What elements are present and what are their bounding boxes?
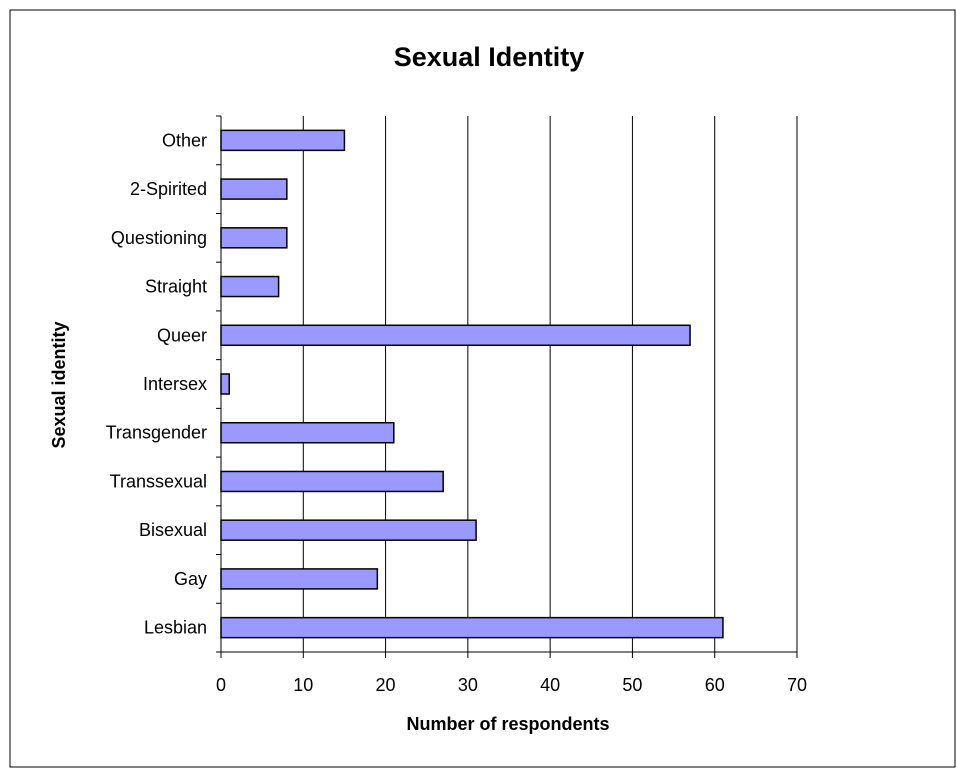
y-tick-label-0: Lesbian [144,618,207,638]
x-tick-label-1: 10 [293,675,313,695]
y-tick-label-1: Gay [174,569,207,589]
bar-queer [220,324,691,347]
bar-gay [220,568,379,590]
bar-lesbian [220,616,724,639]
y-tick-label-9: 2-Spirited [130,179,207,199]
y-tick-label-5: Intersex [143,374,207,394]
bar-straight [220,275,280,298]
x-tick-label-3: 30 [458,675,478,695]
chart-title: Sexual Identity [394,42,585,72]
bar-bisexual [220,519,477,541]
y-tick-label-3: Transsexual [110,471,207,491]
x-axis-title: Number of respondents [406,714,609,734]
x-tick-label-4: 40 [540,675,560,695]
plot-area: 0 10 20 30 40 50 60 70 Lesbian Gay Bisexual Transse… [106,115,807,695]
x-tick-label-6: 60 [705,675,725,695]
y-axis-title: Sexual identity [49,321,69,448]
x-tick-label-0: 0 [216,675,226,695]
bar-transgender [220,421,395,444]
y-tick-label-4: Transgender [106,423,207,443]
y-tick-label-7: Straight [145,277,207,297]
y-tick-label-2: Bisexual [139,520,207,540]
bar-transsexual [220,470,444,493]
plot-background [221,116,797,652]
bar-intersex [220,373,230,395]
y-tick-label-8: Questioning [111,228,207,248]
x-tick-label-2: 20 [376,675,396,695]
bar-questioning [220,227,288,249]
x-tick-label-7: 70 [787,675,807,695]
y-tick-label-6: Queer [157,325,207,345]
bar-other [220,129,346,152]
x-tick-label-5: 50 [622,675,642,695]
bar-2-spirited [220,178,288,200]
y-tick-label-10: Other [162,130,207,150]
